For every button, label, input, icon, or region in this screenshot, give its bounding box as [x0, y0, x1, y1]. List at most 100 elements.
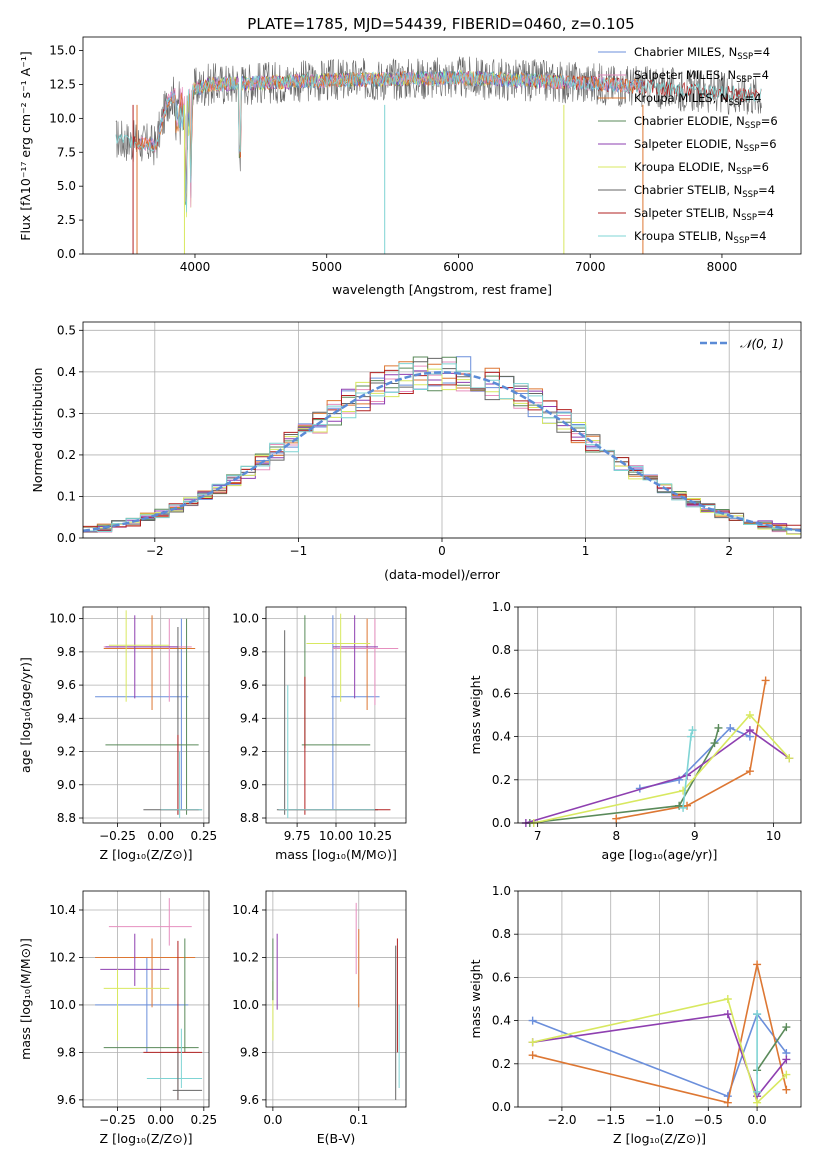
mass-vs-metallicity-panel: −0.25 0.00 0.25 9.6 9.8 10.0 10.2 10.4 Z [log₁₀(…	[18, 890, 217, 1146]
histogram-step-salpeter_stelib	[83, 369, 801, 531]
panel-xlabel: mass [log₁₀(M/M⊙)]	[275, 847, 397, 862]
weight-marker-kroupa_elodie	[785, 754, 794, 763]
spectrum-title: PLATE=1785, MJD=54439, FIBERID=0460, z=0…	[247, 15, 634, 33]
legend-label-salpeter_elodie: Salpeter ELODIE, NSSP=6	[634, 137, 777, 154]
panel-xlabel: Z [log₁₀(Z/Z⊙)]	[100, 847, 193, 862]
x-tick-label: 1	[582, 544, 590, 558]
panel-xlabel: Z [log₁₀(Z/Z⊙)]	[100, 1131, 193, 1146]
weight-line-kroupa_miles	[532, 964, 788, 1104]
y-tick-label: 9.8	[240, 645, 259, 659]
histogram-steps	[82, 356, 802, 535]
x-tick-label: 7	[534, 829, 542, 843]
legend-label-kroupa_miles: Kroupa MILES, NSSP=4	[634, 91, 761, 108]
panel-grid	[83, 891, 209, 1107]
y-tick-label: 9.8	[57, 645, 76, 659]
panel-xlabel: E(B-V)	[317, 1131, 356, 1146]
y-tick-label: 9.6	[57, 678, 76, 692]
weight-marker-kroupa_stelib	[679, 803, 688, 812]
panel-data	[276, 613, 399, 819]
y-tick-label: 9.2	[240, 745, 259, 759]
x-tick-label: 9.75	[284, 829, 311, 843]
y-tick-label: 9.4	[57, 711, 76, 725]
weight-marker-chabrier_elodie	[782, 1023, 791, 1032]
age-vs-mass-panel: 9.75 10.00 10.25 8.8 9.0 9.2 9.4 9.6 9.8 10.0 mass…	[232, 606, 407, 862]
y-tick-label: 0.3	[57, 406, 76, 420]
legend-label-text: Kroupa MILES, N	[634, 91, 729, 105]
panel-grid	[266, 607, 406, 823]
histogram-axes: −2 −1 0 1 2 0.0 0.1 0.2 0.3 0.4 0.5	[57, 323, 733, 558]
x-tick-label: 10	[766, 829, 781, 843]
y-tick-label: 0.2	[492, 773, 511, 787]
y-tick-label: 9.0	[57, 778, 76, 792]
y-tick-label: 9.4	[240, 711, 259, 725]
histogram-step-kroupa_stelib	[83, 363, 801, 533]
legend-label-count: =6	[761, 114, 778, 128]
x-tick-label: 0.00	[147, 829, 174, 843]
x-tick-label: 0.0	[748, 1113, 767, 1127]
x-tick-label: −1	[290, 544, 308, 558]
legend-label-chabrier_elodie: Chabrier ELODIE, NSSP=6	[634, 114, 778, 131]
x-tick-label: −0.5	[694, 1113, 723, 1127]
spectrum-ylabel: Flux [fλ10⁻¹⁷ erg cm⁻² s⁻¹ A⁻¹]	[18, 51, 33, 240]
weight-marker-kroupa_miles	[723, 1098, 732, 1107]
weight-line-kroupa_miles	[616, 680, 767, 820]
x-tick-label: 7000	[575, 260, 606, 274]
panel-grid	[518, 890, 801, 1108]
weight-marker-kroupa_miles	[745, 767, 754, 776]
residual-histogram-panel: −2 −1 0 1 2 0.0 0.1 0.2 0.3 0.4 0.5 (data-model)/e…	[30, 321, 802, 582]
legend-label-subscript: SSP	[734, 236, 750, 246]
legend-label-text: Chabrier ELODIE, N	[634, 114, 745, 128]
x-tick-label: 4000	[180, 260, 211, 274]
weight-marker-kroupa_elodie	[782, 1070, 791, 1079]
weight-marker-salpeter_elodie	[723, 1010, 732, 1019]
mass-weight-vs-metallicity-panel: −2.0 −1.5 −1.0 −0.5 0.0 0.0 0.2 0.4 0.6 0.8 1.0 Z […	[468, 884, 802, 1146]
panel-data	[95, 898, 203, 1100]
weight-line-salpeter_elodie	[525, 729, 790, 824]
weight-marker-kroupa_miles	[753, 960, 762, 969]
weight-marker-kroupa_miles	[761, 676, 770, 685]
spectrum-panel: PLATE=1785, MJD=54439, FIBERID=0460, z=0…	[18, 15, 802, 297]
legend-label-chabrier_stelib: Chabrier STELIB, NSSP=4	[634, 183, 775, 200]
panel-ylabel: mass [log₁₀(M/M⊙)]	[18, 938, 33, 1060]
legend-label-text: Salpeter MILES, N	[634, 68, 736, 82]
histogram-ylabel: Normed distribution	[30, 368, 45, 493]
x-tick-label: −2	[146, 544, 164, 558]
spectrum-legend: Chabrier MILES, NSSP=4 Salpeter MILES, N S…	[598, 45, 778, 246]
panel-axes: 0.0 0.1 9.6 9.8 10.0 10.2 10.4	[232, 903, 368, 1127]
legend-label-count: =4	[757, 206, 774, 220]
weight-marker-kroupa_stelib	[686, 732, 695, 741]
y-tick-label: 0.2	[57, 448, 76, 462]
x-tick-label: 0	[438, 544, 446, 558]
x-tick-label: 10.00	[319, 829, 353, 843]
panel-frame	[82, 606, 210, 824]
legend-label-text: Salpeter STELIB, N	[634, 206, 741, 220]
y-tick-label: 0.2	[492, 1057, 511, 1071]
weight-marker-kroupa_miles	[612, 814, 621, 823]
y-tick-label: 0.6	[492, 686, 511, 700]
y-tick-label: 10.2	[232, 950, 259, 964]
panel-data	[528, 960, 791, 1107]
y-tick-label: 0.0	[492, 1100, 511, 1114]
panel-axes: −2.0 −1.5 −1.0 −0.5 0.0 0.0 0.2 0.4 0.6 0.8 1.0	[492, 884, 767, 1127]
y-tick-label: 9.6	[240, 1093, 259, 1107]
legend-label-chabrier_miles: Chabrier MILES, NSSP=4	[634, 45, 770, 62]
panel-data	[272, 902, 400, 1100]
weight-marker-kroupa_elodie	[745, 711, 754, 719]
legend-label-count: =6	[760, 137, 777, 151]
x-tick-label: −0.25	[99, 1113, 136, 1127]
legend-label-count: =6	[752, 160, 769, 174]
panel-grid	[518, 606, 801, 824]
legend-label-count: =4	[744, 91, 761, 105]
legend-label-subscript: SSP	[744, 144, 760, 154]
y-tick-label: 12.5	[49, 77, 76, 91]
legend-label-kroupa_stelib: Kroupa STELIB, NSSP=4	[634, 229, 766, 246]
y-tick-label: 9.2	[57, 745, 76, 759]
spectrum-frame	[82, 36, 802, 255]
y-tick-label: 9.6	[57, 1093, 76, 1107]
weight-line-kroupa_elodie	[532, 998, 787, 1105]
normal-curve	[82, 371, 802, 532]
legend-label-count: =4	[758, 183, 775, 197]
panel-xlabel: Z [log₁₀(Z/Z⊙)]	[613, 1131, 706, 1146]
y-tick-label: 0.1	[57, 489, 76, 503]
weight-marker-kroupa_miles	[782, 1085, 791, 1094]
